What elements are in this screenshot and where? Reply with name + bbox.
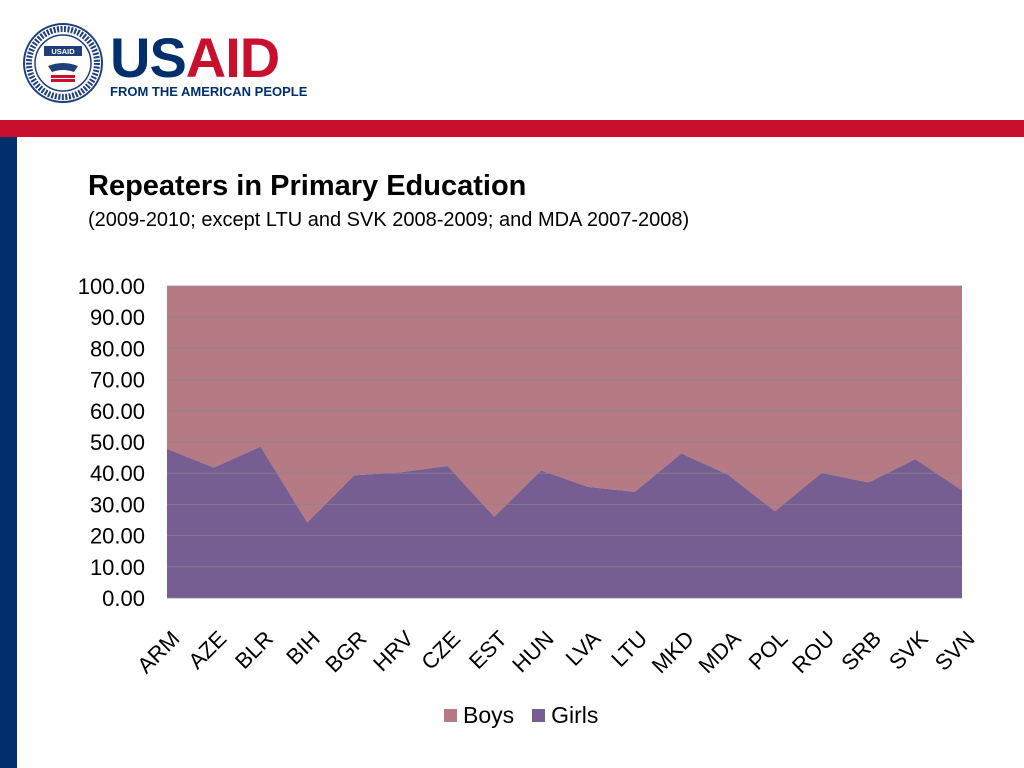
legend-item-girls: Girls <box>532 702 598 729</box>
x-tick-label: POL <box>744 626 793 675</box>
x-tick-label: LTU <box>606 626 652 672</box>
legend-item-boys: Boys <box>444 702 514 729</box>
x-tick-label: HUN <box>507 626 558 677</box>
page-title: Repeaters in Primary Education <box>88 170 527 202</box>
x-tick-label: EST <box>464 626 512 674</box>
legend-label-boys: Boys <box>463 702 515 728</box>
x-tick-label: SVN <box>930 626 980 676</box>
series-area-girls <box>167 446 962 598</box>
y-tick-label: 0.00 <box>102 586 145 611</box>
area-chart: 0.00 10.00 20.00 30.00 40.00 50.00 60.00 70.00 8… <box>78 274 980 678</box>
x-tick-label: BIH <box>281 626 325 670</box>
y-tick-label: 40.00 <box>90 461 145 486</box>
x-tick-label: CZE <box>416 626 465 675</box>
x-tick-label: AZE <box>183 626 231 674</box>
x-tick-label: ARM <box>132 626 184 678</box>
header-red-bar <box>0 120 1024 137</box>
wordmark-aid: AID <box>185 26 280 89</box>
y-tick-label: 20.00 <box>90 524 145 549</box>
legend-swatch-boys <box>444 709 457 722</box>
usaid-wordmark: USAID <box>110 30 280 86</box>
x-tick-label: SVK <box>884 626 933 675</box>
series-area-boys <box>167 286 962 523</box>
page-subtitle: (2009-2010; except LTU and SVK 2008-2009… <box>88 209 690 231</box>
seal-label: USAID <box>51 47 75 56</box>
usaid-tagline: FROM THE AMERICAN PEOPLE <box>110 84 308 99</box>
header: USAID USAID FROM THE AMERICAN PEOPLE <box>0 0 1024 120</box>
x-tick-label: MDA <box>693 626 745 678</box>
x-tick-label: ROU <box>787 626 839 678</box>
y-tick-label: 50.00 <box>90 430 145 455</box>
y-tick-label: 10.00 <box>90 555 145 580</box>
x-tick-label: SRB <box>836 626 886 676</box>
y-tick-label: 100.00 <box>78 274 145 299</box>
y-tick-label: 90.00 <box>90 305 145 330</box>
x-tick-label: MKD <box>647 626 699 678</box>
chart-legend: Boys Girls <box>444 702 598 729</box>
y-tick-label: 30.00 <box>90 492 145 517</box>
wordmark-us: US <box>110 26 187 89</box>
x-tick-label: BLR <box>230 626 278 674</box>
x-tick-label: LVA <box>561 626 606 671</box>
legend-label-girls: Girls <box>551 702 599 728</box>
y-tick-label: 70.00 <box>90 368 145 393</box>
usaid-seal-logo: USAID <box>23 23 103 103</box>
x-tick-label: BGR <box>320 626 371 677</box>
side-blue-bar <box>0 137 17 768</box>
y-tick-label: 60.00 <box>90 399 145 424</box>
x-tick-label: HRV <box>368 626 418 676</box>
y-tick-label: 80.00 <box>90 336 145 361</box>
legend-swatch-girls <box>532 709 546 722</box>
